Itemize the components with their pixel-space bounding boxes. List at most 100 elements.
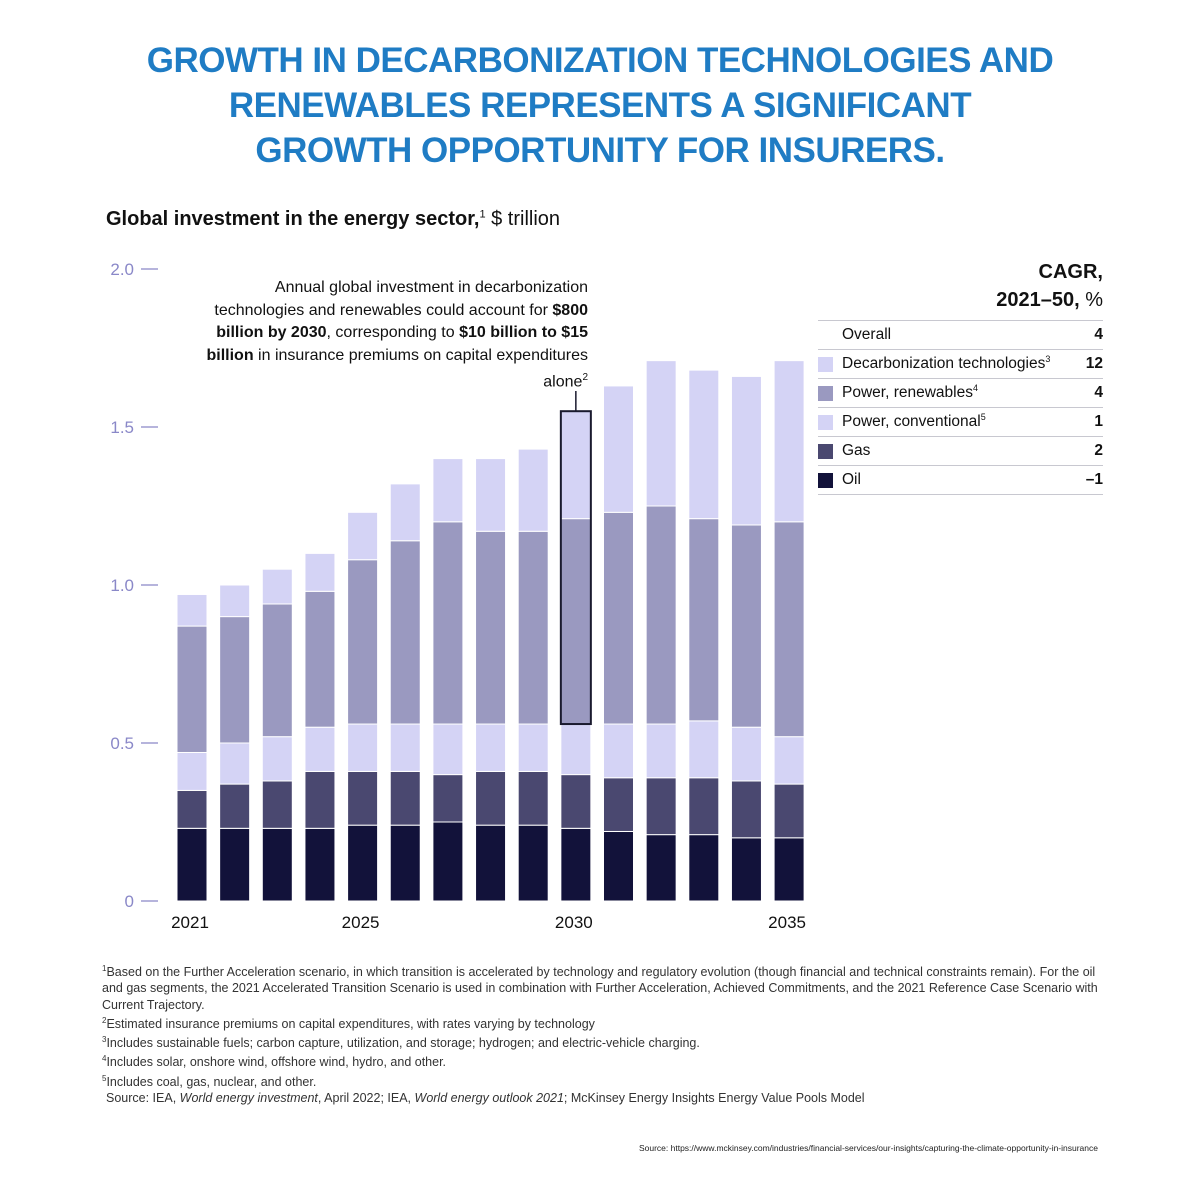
legend-row: Overall 4	[818, 320, 1103, 349]
bar-segment	[773, 360, 805, 523]
bar-segment	[389, 540, 421, 725]
legend-swatch	[818, 472, 833, 488]
legend-rows: Overall 4 Decarbonization technologies3 12 P…	[818, 320, 1103, 495]
bar-segment	[645, 777, 677, 836]
bar-segment	[517, 824, 549, 902]
legend-header-period: 2021–50,	[996, 289, 1080, 311]
chart-unit: $ trillion	[485, 208, 561, 230]
legend-label-text: Decarbonization technologies	[842, 355, 1046, 373]
bar-segment	[389, 483, 421, 542]
bar-segment	[603, 830, 634, 902]
legend-label-sup: 4	[972, 383, 978, 394]
legend-label-text: Gas	[842, 442, 871, 459]
callout-sup: 2	[582, 372, 588, 383]
bar-segment	[304, 590, 336, 728]
bar-segment	[389, 770, 421, 826]
legend-label-text: Oil	[842, 471, 861, 488]
legend-label-text: Overall	[842, 326, 892, 343]
bar-segment	[475, 458, 507, 532]
legend-header: CAGR, 2021–50, %	[818, 258, 1103, 314]
bar-segment	[432, 723, 464, 776]
bar-segment	[304, 770, 336, 829]
footnote: 5Includes coal, gas, nuclear, and other.	[102, 1071, 1102, 1090]
bar-segment	[517, 448, 549, 532]
source-suffix: ; McKinsey Energy Insights Energy Value …	[563, 1091, 865, 1106]
bar-segment	[176, 789, 208, 829]
footnote-text: Includes solar, onshore wind, offshore w…	[106, 1055, 447, 1070]
legend-label: Oil	[842, 471, 1063, 489]
bar-segment	[475, 723, 507, 772]
legend-value: –1	[1085, 471, 1103, 488]
bar-segment	[645, 834, 677, 902]
legend-value: 1	[1094, 413, 1103, 430]
x-tick-label: 2025	[342, 913, 380, 932]
bar-segment	[560, 723, 592, 776]
chart-title-sup: 1	[479, 208, 486, 221]
footnotes: 1Based on the Further Acceleration scena…	[102, 961, 1102, 1106]
bar-segment	[219, 616, 251, 744]
bar-segment	[517, 530, 549, 725]
bar-segment	[603, 777, 634, 832]
footnote-number: 4	[102, 1054, 107, 1064]
bar-segment	[560, 774, 592, 829]
bar-segment	[347, 511, 379, 561]
bar-segment	[347, 559, 379, 725]
bar-segment	[773, 521, 805, 738]
bar-segment	[517, 723, 549, 772]
footnote-number: 5	[102, 1073, 107, 1083]
bar-segment	[688, 518, 720, 722]
bar-segment	[389, 824, 421, 902]
bar-segment	[475, 770, 507, 826]
footnote-text: Based on the Further Acceleration scenar…	[102, 965, 1098, 1012]
source-italic-2: World energy outlook 2021	[414, 1091, 564, 1106]
y-axis: 0 0.5 1.0 1.5 2.0	[110, 260, 158, 911]
footnote-text: Includes sustainable fuels; carbon captu…	[106, 1036, 700, 1051]
bar-segment	[432, 521, 464, 725]
bar-segment	[304, 552, 336, 592]
x-tick-label: 2035	[768, 913, 806, 932]
bar-segment	[219, 742, 251, 785]
bar-segment	[730, 726, 762, 782]
source-prefix: Source: IEA,	[106, 1091, 180, 1106]
bar-segment	[773, 837, 805, 902]
legend-label-text: Power, renewables	[842, 384, 973, 402]
bar-segment	[219, 783, 251, 829]
footnote: 1Based on the Further Acceleration scena…	[102, 961, 1102, 1013]
bar-segment	[261, 736, 293, 782]
footnote-number: 3	[102, 1035, 107, 1045]
bar-segment	[517, 770, 549, 826]
source-mid: , April 2022; IEA,	[317, 1091, 415, 1106]
headline-line-2: RENEWABLES REPRESENTS A SIGNIFICANT	[228, 86, 972, 125]
x-tick-label: 2021	[171, 913, 209, 932]
bar-segment	[688, 834, 720, 902]
footnote-text: Includes coal, gas, nuclear, and other.	[106, 1075, 317, 1089]
legend-table: CAGR, 2021–50, % Overall 4 Decarbonization…	[818, 258, 1103, 495]
bar-segment	[773, 783, 805, 839]
footnote: 3Includes sustainable fuels; carbon capt…	[102, 1032, 1102, 1051]
footnote-list: 1Based on the Further Acceleration scena…	[102, 961, 1102, 1090]
bar-segment	[432, 774, 464, 823]
bars-group	[176, 360, 805, 902]
legend-label: Overall	[842, 326, 1063, 344]
bar-segment	[603, 723, 634, 779]
bar-segment	[603, 511, 634, 725]
bar-segment	[688, 777, 720, 836]
source-url: Source: https://www.mckinsey.com/industr…	[638, 1143, 1098, 1153]
bar-segment	[730, 524, 762, 728]
legend-value: 4	[1094, 384, 1103, 401]
bar-segment	[475, 530, 507, 725]
bar-segment	[304, 827, 336, 902]
bar-segment	[730, 837, 762, 902]
bar-segment	[219, 827, 251, 902]
source-italic-1: World energy investment	[179, 1091, 318, 1106]
headline-line-1: GROWTH IN DECARBONIZATION TECHNOLOGIES A…	[146, 41, 1054, 80]
chart-title: Global investment in the energy sector,1…	[106, 208, 560, 231]
legend-value: 4	[1094, 326, 1103, 343]
legend-label: Power, conventional5	[842, 412, 1063, 431]
bar-segment	[560, 518, 592, 725]
footnote-number: 2	[102, 1015, 107, 1025]
y-tick-label: 0	[125, 892, 134, 911]
callout-text-3: in insurance premiums on capital expendi…	[253, 346, 588, 391]
bar-segment	[730, 780, 762, 839]
